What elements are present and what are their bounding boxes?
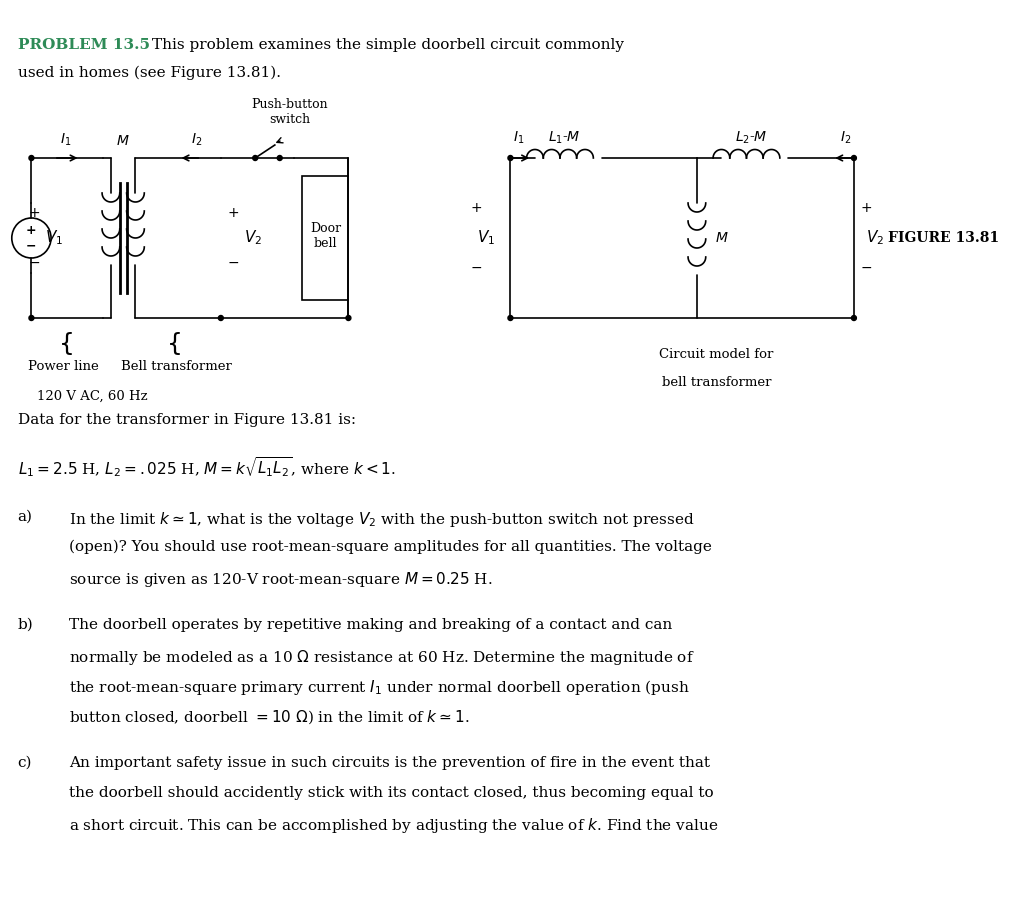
Circle shape — [29, 155, 34, 161]
Text: $M$: $M$ — [117, 134, 130, 148]
Text: −: − — [470, 261, 482, 275]
Text: $I_2$: $I_2$ — [841, 129, 852, 146]
Text: a): a) — [17, 510, 33, 524]
Text: Circuit model for: Circuit model for — [659, 348, 774, 361]
Text: PROBLEM 13.5: PROBLEM 13.5 — [17, 38, 150, 52]
Text: c): c) — [17, 756, 32, 770]
Text: +: + — [227, 206, 240, 220]
Text: normally be modeled as a 10 $\Omega$ resistance at 60 Hz. Determine the magnitud: normally be modeled as a 10 $\Omega$ res… — [69, 648, 694, 667]
Bar — [302, 176, 348, 300]
Text: $I_2$: $I_2$ — [190, 132, 202, 148]
Text: $L_2$-$M$: $L_2$-$M$ — [734, 129, 767, 146]
Text: +: + — [470, 201, 482, 215]
Circle shape — [218, 316, 223, 320]
Text: Power line: Power line — [29, 360, 99, 373]
Text: $V_1$: $V_1$ — [477, 229, 495, 247]
Text: $I_1$: $I_1$ — [513, 129, 524, 146]
Text: $V_2$: $V_2$ — [866, 229, 885, 247]
Text: +: + — [861, 201, 872, 215]
Circle shape — [29, 316, 34, 320]
Text: This problem examines the simple doorbell circuit commonly: This problem examines the simple doorbel… — [153, 38, 625, 52]
Text: $L_1 = 2.5$ H, $L_2 = .025$ H, $M = k\sqrt{L_1 L_2}$, where $k < 1$.: $L_1 = 2.5$ H, $L_2 = .025$ H, $M = k\sq… — [17, 455, 395, 479]
Circle shape — [278, 155, 283, 161]
Circle shape — [253, 155, 258, 161]
Text: An important safety issue in such circuits is the prevention of fire in the even: An important safety issue in such circui… — [69, 756, 710, 770]
Circle shape — [852, 316, 856, 320]
Text: used in homes (see Figure 13.81).: used in homes (see Figure 13.81). — [17, 66, 281, 80]
Text: {: { — [58, 332, 75, 356]
Text: bell transformer: bell transformer — [662, 376, 771, 389]
Text: +: + — [29, 206, 40, 220]
Text: In the limit $k \simeq 1$, what is the voltage $V_2$ with the push-button switch: In the limit $k \simeq 1$, what is the v… — [69, 510, 694, 529]
Text: $M$: $M$ — [715, 231, 728, 245]
Text: $V_1$: $V_1$ — [45, 229, 63, 247]
Text: 120 V AC, 60 Hz: 120 V AC, 60 Hz — [37, 390, 147, 403]
Text: the doorbell should accidently stick with its contact closed, thus becoming equa: the doorbell should accidently stick wit… — [69, 786, 714, 800]
Text: −: − — [861, 261, 872, 275]
Text: −: − — [29, 256, 40, 270]
Text: $V_2$: $V_2$ — [244, 229, 262, 247]
Circle shape — [508, 155, 513, 161]
Text: +: + — [26, 224, 37, 237]
Text: $I_1$: $I_1$ — [60, 132, 72, 148]
Text: Data for the transformer in Figure 13.81 is:: Data for the transformer in Figure 13.81… — [17, 413, 355, 427]
Circle shape — [508, 316, 513, 320]
Text: Bell transformer: Bell transformer — [121, 360, 232, 373]
Text: b): b) — [17, 618, 34, 632]
Text: Door
bell: Door bell — [310, 222, 341, 250]
Text: {: { — [167, 332, 182, 356]
Text: the root-mean-square primary current $I_1$ under normal doorbell operation (push: the root-mean-square primary current $I_… — [69, 678, 689, 697]
Text: Push-button
switch: Push-button switch — [251, 98, 328, 126]
Text: source is given as 120-V root-mean-square $M = 0.25$ H.: source is given as 120-V root-mean-squar… — [69, 570, 493, 589]
Circle shape — [852, 155, 856, 161]
Text: (open)? You should use root-mean-square amplitudes for all quantities. The volta: (open)? You should use root-mean-square … — [69, 540, 712, 555]
Text: −: − — [227, 256, 240, 270]
Text: a short circuit. This can be accomplished by adjusting the value of $k$. Find th: a short circuit. This can be accomplishe… — [69, 816, 718, 835]
Text: $L_1$-$M$: $L_1$-$M$ — [548, 129, 581, 146]
Circle shape — [346, 316, 351, 320]
Text: −: − — [27, 239, 37, 253]
Text: The doorbell operates by repetitive making and breaking of a contact and can: The doorbell operates by repetitive maki… — [69, 618, 672, 632]
Text: button closed, doorbell $= 10$ $\Omega$) in the limit of $k \simeq 1$.: button closed, doorbell $= 10$ $\Omega$)… — [69, 708, 469, 725]
Text: FIGURE 13.81: FIGURE 13.81 — [888, 231, 999, 245]
